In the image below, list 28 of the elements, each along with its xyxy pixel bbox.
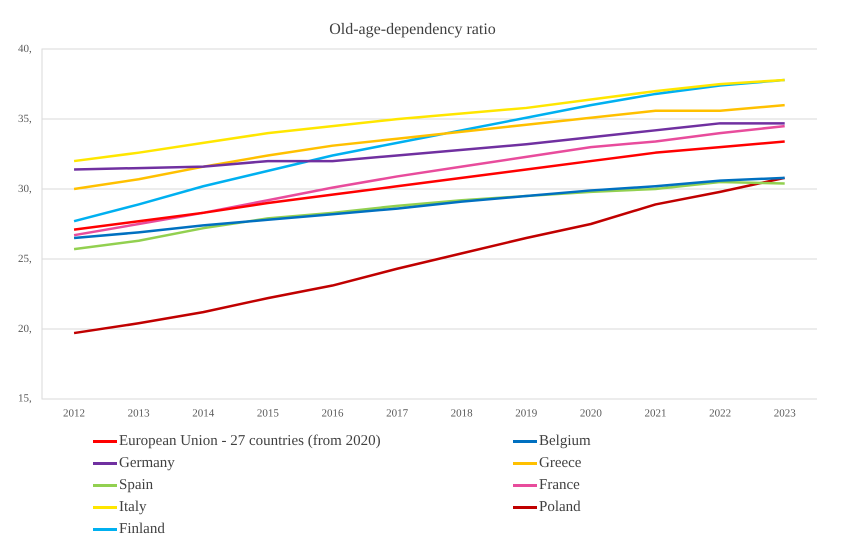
y-tick-label: 30, xyxy=(18,182,32,195)
legend-label: France xyxy=(539,476,580,495)
legend-label: Belgium xyxy=(539,432,591,451)
legend-label: Finland xyxy=(119,520,165,539)
x-tick-label: 2012 xyxy=(63,407,86,420)
x-tick-label: 2014 xyxy=(192,407,215,420)
y-tick-label: 20, xyxy=(18,322,32,335)
chart-title: Old-age-dependency ratio xyxy=(329,20,496,38)
legend-label: Germany xyxy=(119,454,175,473)
x-tick-label: 2021 xyxy=(644,407,666,420)
legend-label: European Union - 27 countries (from 2020) xyxy=(119,432,381,451)
y-tick-label: 15, xyxy=(18,392,32,405)
legend-label: Spain xyxy=(119,476,154,495)
x-tick-label: 2022 xyxy=(709,407,732,420)
x-tick-label: 2017 xyxy=(386,407,409,420)
x-tick-label: 2023 xyxy=(774,407,796,420)
legend-label: Greece xyxy=(539,454,582,473)
x-tick-label: 2018 xyxy=(450,407,474,420)
x-tick-label: 2019 xyxy=(515,407,538,420)
y-tick-label: 25, xyxy=(18,252,32,265)
x-tick-label: 2015 xyxy=(256,407,280,420)
y-tick-label: 35, xyxy=(18,113,32,126)
x-tick-label: 2016 xyxy=(321,407,344,420)
legend-label: Italy xyxy=(119,498,146,517)
x-tick-label: 2020 xyxy=(580,407,602,420)
x-tick-label: 2013 xyxy=(128,407,150,420)
y-tick-label: 40, xyxy=(18,43,32,56)
legend-label: Poland xyxy=(539,498,581,517)
